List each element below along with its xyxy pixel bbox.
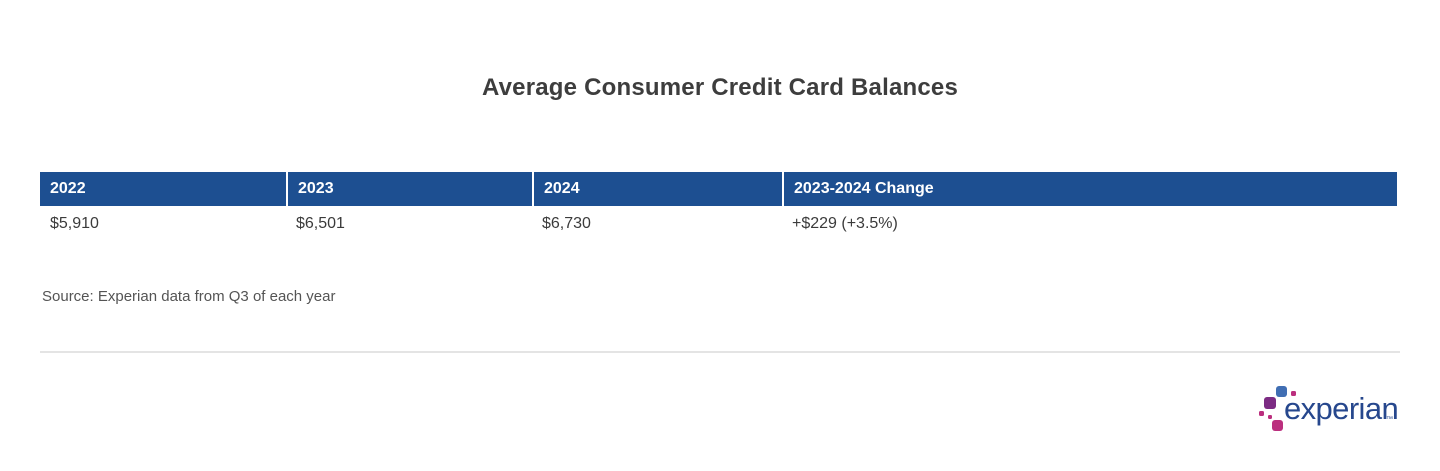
logo-dot-magenta: [1272, 420, 1283, 431]
column-header-2023: 2023: [286, 172, 532, 206]
logo-dot-blue: [1276, 386, 1287, 397]
divider: [40, 351, 1400, 353]
column-header-2022: 2022: [40, 172, 286, 206]
column-header-2024: 2024: [532, 172, 782, 206]
cell-change-2023-2024: +$229 (+3.5%): [782, 206, 1397, 243]
logo-dot-pink-small: [1291, 391, 1296, 396]
column-header-change: 2023-2024 Change: [782, 172, 1397, 206]
experian-logo: experian ™: [1258, 383, 1399, 435]
page-title: Average Consumer Credit Card Balances: [481, 74, 958, 101]
experian-logo-text: experian: [1284, 391, 1399, 426]
logo-dot-pink-tiny-2: [1268, 415, 1272, 419]
experian-trademark: ™: [1386, 416, 1393, 423]
logo-dot-pink-tiny: [1259, 411, 1264, 416]
logo-dot-purple: [1264, 397, 1276, 409]
cell-balance-2022: $5,910: [40, 206, 286, 243]
source-note: Source: Experian data from Q3 of each ye…: [42, 288, 336, 305]
table-header-row: 2022 2023 2024 2023-2024 Change: [40, 172, 1397, 206]
cell-balance-2024: $6,730: [532, 206, 782, 243]
table-row: $5,910 $6,501 $6,730 +$229 (+3.5%): [40, 206, 1397, 243]
cell-balance-2023: $6,501: [286, 206, 532, 243]
experian-dots-icon: [1258, 383, 1306, 435]
credit-card-balances-table: 2022 2023 2024 2023-2024 Change $5,910 $…: [40, 172, 1397, 243]
